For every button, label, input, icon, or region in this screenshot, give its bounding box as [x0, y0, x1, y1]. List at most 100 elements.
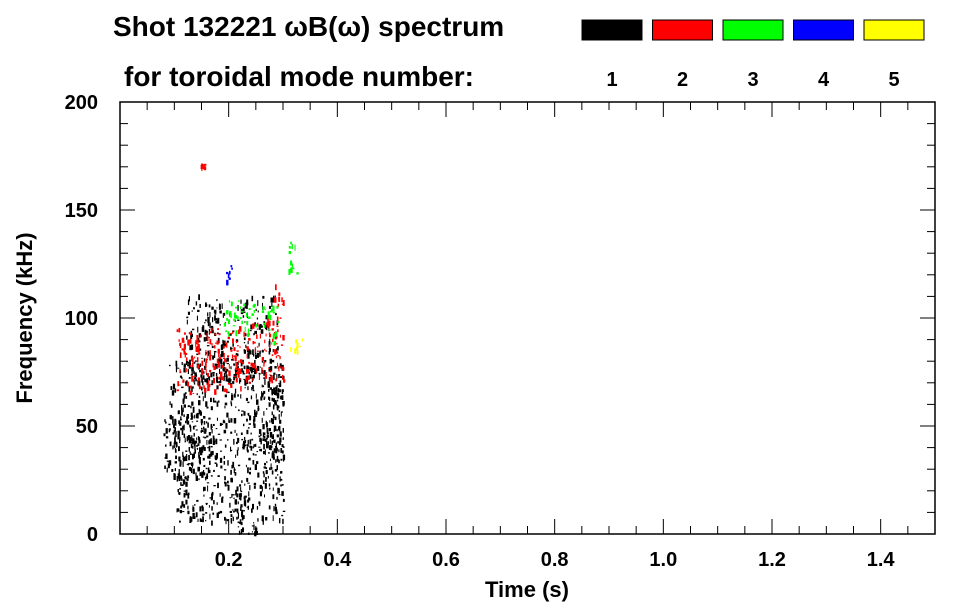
spectrum-point-n1: [169, 441, 172, 447]
spectrum-point-n1: [251, 295, 254, 302]
spectrum-point-n1: [219, 439, 222, 441]
spectrum-point-n1: [181, 484, 184, 486]
spectrum-point-n1: [276, 458, 279, 461]
spectrum-point-n1: [277, 367, 279, 369]
spectrum-point-n2: [188, 339, 190, 346]
spectrum-point-n2: [186, 357, 188, 361]
spectrum-point-n1: [210, 426, 213, 428]
spectrum-point-n3: [290, 271, 293, 273]
spectrum-point-n1: [213, 500, 215, 505]
spectrum-point-n1: [191, 371, 193, 376]
spectrum-point-n1: [253, 522, 255, 524]
spectrum-point-n2: [279, 365, 281, 368]
spectrum-point-n1: [259, 437, 262, 442]
spectrum-point-n1: [256, 352, 259, 358]
spectrum-point-n1: [214, 462, 217, 464]
spectrum-point-n1: [253, 416, 256, 422]
spectrum-point-n2: [223, 352, 225, 358]
spectrum-point-n2: [208, 380, 210, 385]
spectrum-point-n1: [235, 339, 239, 343]
spectrum-point-n1: [203, 473, 206, 476]
spectrum-point-n2: [189, 338, 192, 344]
spectrum-point-n1: [177, 367, 180, 369]
spectrum-point-n2: [227, 355, 230, 358]
spectrum-point-n3: [241, 320, 243, 325]
spectrum-point-n3: [244, 326, 246, 333]
spectrum-point-n1: [246, 506, 250, 508]
spectrum-point-n1: [259, 351, 261, 357]
spectrum-point-n1: [276, 496, 278, 500]
spectrum-point-n1: [252, 384, 254, 390]
spectrum-point-n1: [266, 461, 268, 464]
spectrum-point-n2: [227, 336, 230, 340]
spectrum-point-n2: [232, 338, 234, 344]
spectrum-point-n2: [268, 367, 270, 370]
spectrum-point-n1: [249, 485, 251, 491]
spectrum-point-n1: [212, 440, 216, 445]
spectrum-point-n2: [217, 361, 220, 368]
spectrum-point-n1: [249, 471, 251, 475]
spectrum-point-n1: [269, 432, 273, 438]
spectrum-point-n3: [232, 325, 236, 327]
spectrum-point-n1: [261, 325, 263, 328]
spectrum-point-n1: [257, 472, 260, 478]
spectrum-point-n1: [268, 326, 270, 332]
spectrum-point-n1: [227, 391, 230, 394]
spectrum-point-n1: [175, 431, 177, 438]
spectrum-point-n1: [217, 337, 220, 344]
spectrum-point-n1: [187, 510, 190, 515]
spectrum-point-n1: [266, 422, 268, 428]
spectrum-point-n1: [276, 348, 278, 353]
legend-label-4: 4: [818, 69, 830, 91]
spectrum-point-n1: [278, 426, 281, 431]
spectrum-point-n1: [246, 365, 249, 370]
spectrum-point-n5: [301, 338, 303, 342]
spectrum-point-n2: [201, 165, 203, 172]
spectrum-point-n1: [185, 396, 188, 399]
spectrum-point-n1: [201, 377, 203, 383]
spectrum-point-n1: [195, 360, 197, 363]
spectrum-point-n1: [181, 429, 184, 435]
spectrum-point-n1: [188, 364, 191, 369]
spectrum-point-n1: [169, 428, 171, 431]
spectrum-point-n2: [269, 374, 272, 376]
spectrum-point-n1: [188, 455, 190, 461]
spectrum-point-n1: [253, 419, 255, 422]
spectrum-point-n1: [233, 438, 235, 445]
spectrum-point-n1: [234, 429, 236, 433]
spectrum-point-n1: [168, 428, 171, 433]
spectrum-point-n2: [209, 339, 212, 345]
spectrum-point-n1: [166, 467, 168, 473]
spectrum-point-n2: [206, 373, 209, 377]
spectrum-point-n1: [204, 477, 207, 479]
spectrum-point-n1: [193, 452, 195, 458]
spectrum-point-n1: [243, 311, 246, 313]
spectrum-point-n1: [268, 483, 271, 487]
spectrum-point-n1: [212, 372, 215, 374]
spectrum-point-n1: [198, 340, 201, 343]
spectrum-point-n1: [179, 520, 181, 523]
spectrum-point-n2: [206, 383, 209, 386]
spectrum-point-n1: [221, 350, 224, 357]
spectrum-point-n2: [256, 328, 259, 330]
spectrum-point-n1: [187, 505, 189, 510]
x-tick-label: 1.4: [867, 549, 896, 571]
spectrum-point-n1: [205, 477, 207, 481]
spectrum-point-n1: [211, 493, 213, 499]
spectrum-point-n1: [171, 390, 175, 396]
spectrum-point-n1: [237, 394, 239, 397]
spectrum-point-n1: [276, 460, 279, 462]
spectrum-point-n2: [265, 333, 267, 337]
spectrum-point-n1: [192, 425, 195, 430]
spectrum-point-n1: [198, 457, 201, 463]
spectrum-point-n1: [270, 449, 272, 451]
spectrum-point-n1: [244, 387, 246, 389]
spectrum-point-n1: [263, 443, 265, 450]
spectrum-point-n1: [251, 438, 254, 441]
spectrum-point-n1: [196, 353, 199, 356]
spectrum-point-n1: [189, 517, 192, 523]
spectrum-point-n2: [192, 363, 194, 368]
spectrum-point-n1: [175, 364, 178, 370]
spectrum-point-n2: [282, 300, 285, 306]
spectrum-point-n1: [230, 379, 232, 382]
